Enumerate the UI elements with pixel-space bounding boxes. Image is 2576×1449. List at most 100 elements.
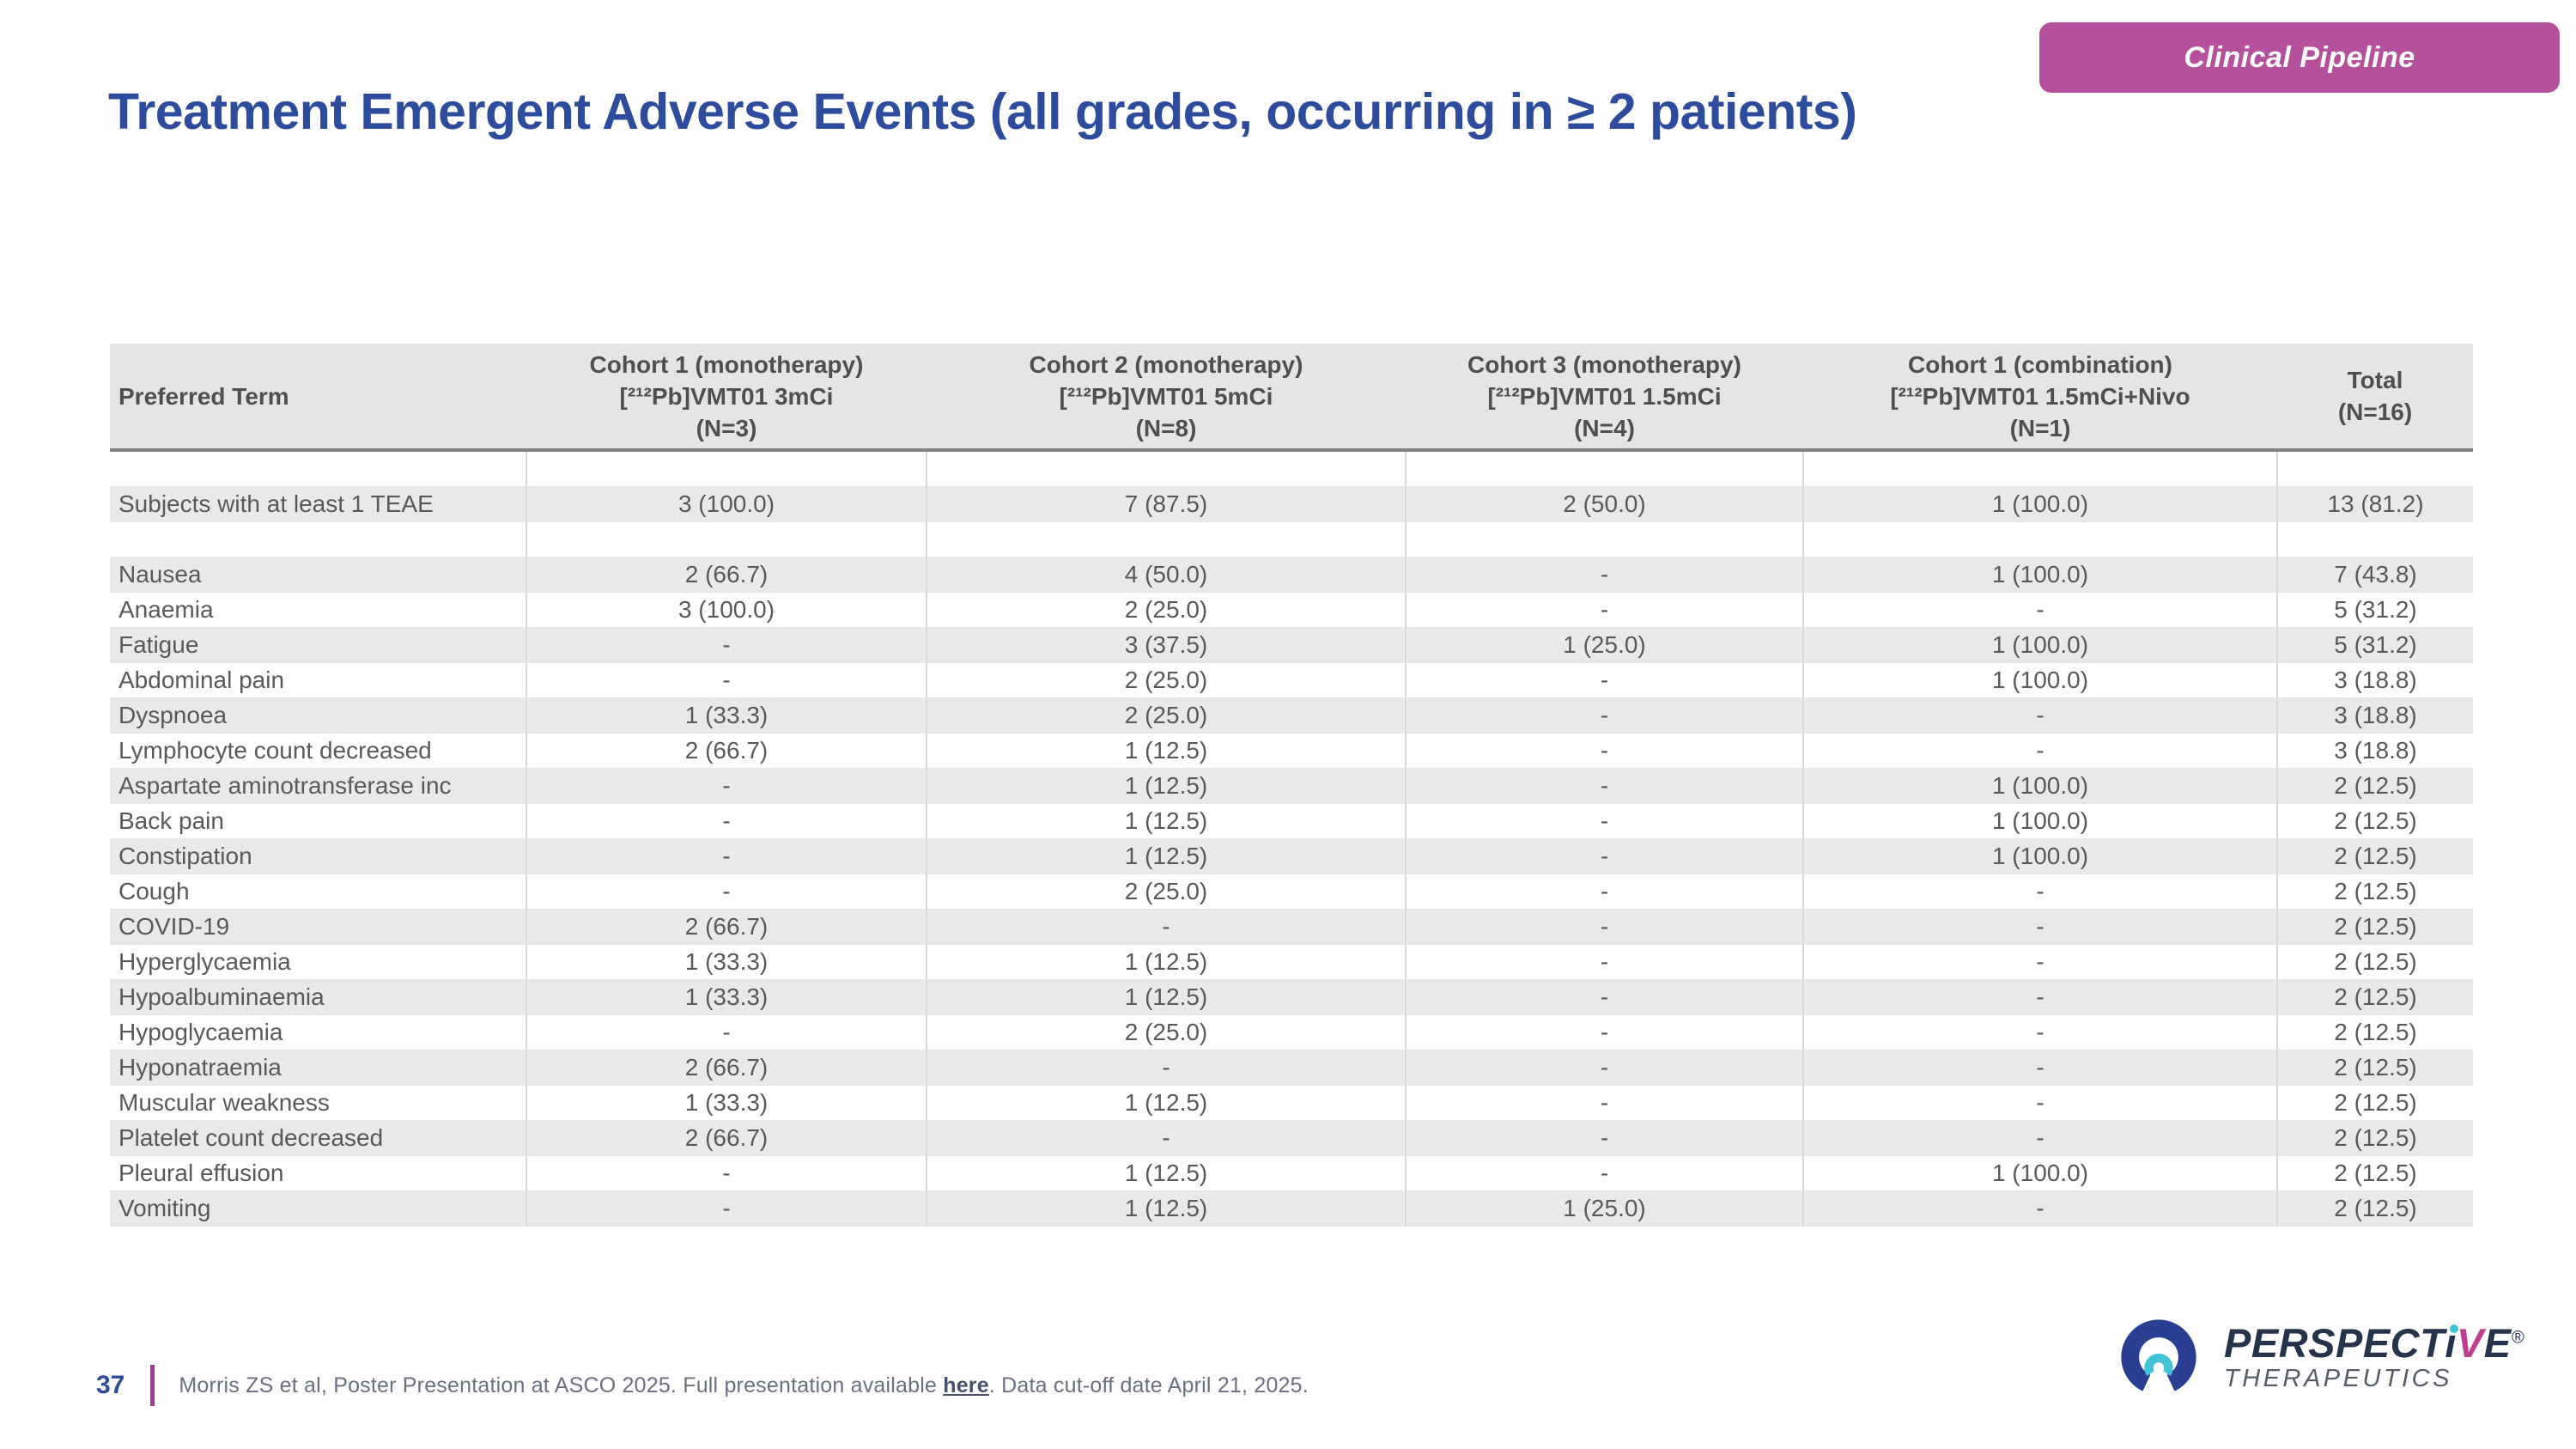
spacer-row	[110, 522, 2473, 557]
column-header-2: Cohort 2 (monotherapy)[²¹²Pb]VMT01 5mCi(…	[927, 344, 1406, 450]
table-row: COVID-192 (66.7)---2 (12.5)	[110, 910, 2473, 945]
value-cell: -	[1406, 769, 1803, 804]
value-cell: 1 (12.5)	[927, 1156, 1406, 1191]
value-cell: 2 (12.5)	[2277, 839, 2473, 874]
value-cell: 2 (66.7)	[526, 1121, 927, 1156]
value-cell: -	[526, 839, 927, 874]
logo-word-i: i	[2445, 1322, 2457, 1364]
value-cell: 3 (100.0)	[526, 487, 927, 522]
logo-word-post: E	[2484, 1320, 2512, 1366]
term-cell: Constipation	[110, 839, 526, 874]
term-cell: Aspartate aminotransferase inc	[110, 769, 526, 804]
value-cell: -	[526, 663, 927, 698]
value-cell: 1 (100.0)	[1803, 1156, 2277, 1191]
value-cell: 1 (100.0)	[1803, 557, 2277, 593]
value-cell: 1 (33.3)	[526, 1086, 927, 1121]
value-cell	[1406, 450, 1803, 487]
logo-arch-icon	[2111, 1312, 2207, 1402]
citation-before: Morris ZS et al, Poster Presentation at …	[179, 1373, 943, 1397]
logo-wordmark: PERSPECTiVE®	[2224, 1322, 2524, 1364]
value-cell: -	[927, 910, 1406, 945]
value-cell: 2 (12.5)	[2277, 1015, 2473, 1050]
value-cell: -	[526, 874, 927, 910]
value-cell: 1 (100.0)	[1803, 804, 2277, 839]
value-cell: -	[1406, 874, 1803, 910]
page-number: 37	[96, 1371, 125, 1400]
term-cell: Hyponatraemia	[110, 1050, 526, 1086]
value-cell: -	[1406, 593, 1803, 628]
value-cell: 3 (100.0)	[526, 593, 927, 628]
table-row: Muscular weakness1 (33.3)1 (12.5)--2 (12…	[110, 1086, 2473, 1121]
here-link[interactable]: here	[943, 1373, 989, 1397]
term-cell: Hyperglycaemia	[110, 945, 526, 980]
column-header-3: Cohort 3 (monotherapy)[²¹²Pb]VMT01 1.5mC…	[1406, 344, 1803, 450]
term-cell: Pleural effusion	[110, 1156, 526, 1191]
value-cell: 1 (12.5)	[927, 945, 1406, 980]
page-title: Treatment Emergent Adverse Events (all g…	[108, 82, 2255, 141]
value-cell: 4 (50.0)	[927, 557, 1406, 593]
value-cell	[526, 450, 927, 487]
term-cell: Fatigue	[110, 628, 526, 663]
value-cell: -	[927, 1121, 1406, 1156]
value-cell: -	[1803, 1191, 2277, 1227]
term-cell: Dyspnoea	[110, 698, 526, 734]
term-cell: Nausea	[110, 557, 526, 593]
value-cell: 2 (12.5)	[2277, 945, 2473, 980]
value-cell: -	[1803, 593, 2277, 628]
column-header-1: Cohort 1 (monotherapy)[²¹²Pb]VMT01 3mCi(…	[526, 344, 927, 450]
value-cell: 2 (25.0)	[927, 593, 1406, 628]
value-cell	[927, 450, 1406, 487]
value-cell: -	[1406, 1086, 1803, 1121]
value-cell: 2 (12.5)	[2277, 769, 2473, 804]
value-cell: -	[526, 769, 927, 804]
value-cell: 2 (25.0)	[927, 1015, 1406, 1050]
term-cell	[110, 450, 526, 487]
table-row: Anaemia3 (100.0)2 (25.0)--5 (31.2)	[110, 593, 2473, 628]
value-cell: 1 (33.3)	[526, 945, 927, 980]
value-cell: -	[1803, 980, 2277, 1015]
term-cell: COVID-19	[110, 910, 526, 945]
value-cell: -	[526, 1015, 927, 1050]
table-row: Hyperglycaemia1 (33.3)1 (12.5)--2 (12.5)	[110, 945, 2473, 980]
value-cell: 1 (25.0)	[1406, 1191, 1803, 1227]
value-cell: -	[526, 1191, 927, 1227]
term-cell: Platelet count decreased	[110, 1121, 526, 1156]
value-cell: -	[1406, 698, 1803, 734]
value-cell: 1 (33.3)	[526, 698, 927, 734]
value-cell	[2277, 450, 2473, 487]
table-row: Dyspnoea1 (33.3)2 (25.0)--3 (18.8)	[110, 698, 2473, 734]
footer-divider-bar	[150, 1365, 155, 1406]
value-cell: 5 (31.2)	[2277, 628, 2473, 663]
value-cell: 7 (87.5)	[927, 487, 1406, 522]
adverse-events-table-wrap: Preferred TermCohort 1 (monotherapy)[²¹²…	[110, 344, 2473, 1227]
value-cell: 2 (12.5)	[2277, 1156, 2473, 1191]
value-cell: -	[526, 804, 927, 839]
value-cell: -	[1406, 1121, 1803, 1156]
value-cell: -	[526, 1156, 927, 1191]
value-cell: 2 (50.0)	[1406, 487, 1803, 522]
value-cell: -	[1406, 1050, 1803, 1086]
value-cell: 2 (12.5)	[2277, 874, 2473, 910]
logo-word-pre: PERSPECT	[2224, 1320, 2445, 1366]
value-cell: 1 (12.5)	[927, 839, 1406, 874]
term-cell: Hypoalbuminaemia	[110, 980, 526, 1015]
value-cell: 2 (12.5)	[2277, 1050, 2473, 1086]
logo-text: PERSPECTiVE® THERAPEUTICS	[2224, 1322, 2524, 1392]
value-cell: -	[1406, 980, 1803, 1015]
value-cell	[1406, 522, 1803, 557]
term-cell: Cough	[110, 874, 526, 910]
value-cell: 3 (18.8)	[2277, 734, 2473, 769]
value-cell: 1 (100.0)	[1803, 487, 2277, 522]
table-row: Fatigue-3 (37.5)1 (25.0)1 (100.0)5 (31.2…	[110, 628, 2473, 663]
value-cell: 1 (12.5)	[927, 980, 1406, 1015]
table-row: Pleural effusion-1 (12.5)-1 (100.0)2 (12…	[110, 1156, 2473, 1191]
value-cell: -	[526, 628, 927, 663]
value-cell: 1 (12.5)	[927, 804, 1406, 839]
value-cell: 2 (12.5)	[2277, 910, 2473, 945]
term-cell: Vomiting	[110, 1191, 526, 1227]
table-row: Cough-2 (25.0)--2 (12.5)	[110, 874, 2473, 910]
value-cell: -	[927, 1050, 1406, 1086]
value-cell: -	[1406, 1156, 1803, 1191]
value-cell: 3 (18.8)	[2277, 698, 2473, 734]
value-cell: 1 (100.0)	[1803, 663, 2277, 698]
